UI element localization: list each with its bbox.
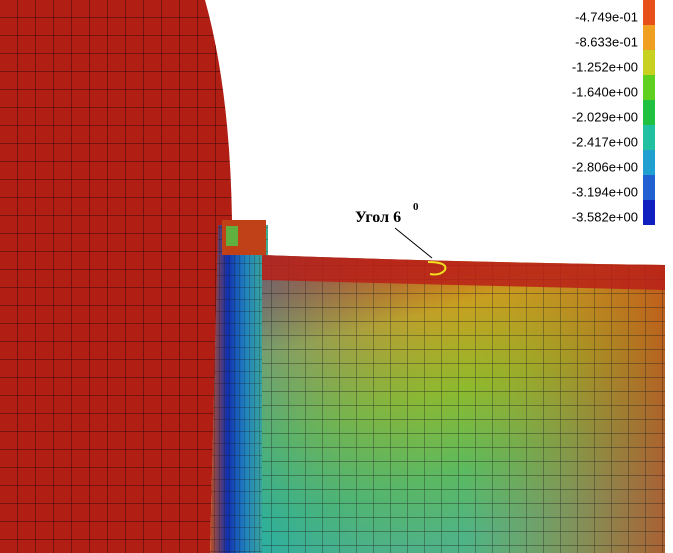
- colorbar-segment: [643, 25, 655, 50]
- legend-label: -3.582e+00: [572, 209, 638, 224]
- colorbar-segment: [643, 125, 655, 150]
- legend-label: -1.640e+00: [572, 84, 638, 99]
- legend-label: -1.252e+00: [572, 59, 638, 74]
- legend-label: -3.194e+00: [572, 184, 638, 199]
- colorbar-segment: [643, 0, 655, 25]
- legend-label: -2.029e+00: [572, 109, 638, 124]
- annotation-superscript: 0: [413, 201, 419, 213]
- legend-label: -2.417e+00: [572, 134, 638, 149]
- annotation-text: Угол 6: [355, 209, 401, 226]
- colorbar-segment: [643, 50, 655, 75]
- colorbar-segment: [643, 100, 655, 125]
- colorbar-segment: [643, 200, 655, 225]
- colorbar-segment: [643, 75, 655, 100]
- legend: -4.749e-01 -8.633e-01 -1.252e+00 -1.640e+00…: [545, 0, 673, 232]
- colorbar-segment: [643, 175, 655, 200]
- annotation: Угол 6 0: [355, 201, 447, 276]
- colorbar-segment: [643, 150, 655, 175]
- wall: [210, 220, 268, 553]
- left-body: [0, 0, 232, 553]
- right-block: [262, 255, 665, 553]
- legend-label: -8.633e-01: [575, 34, 638, 49]
- legend-label: -4.749e-01: [575, 9, 638, 24]
- legend-label: -2.806e+00: [572, 159, 638, 174]
- leader-line: [394, 227, 433, 259]
- angle-arrow: [427, 261, 447, 276]
